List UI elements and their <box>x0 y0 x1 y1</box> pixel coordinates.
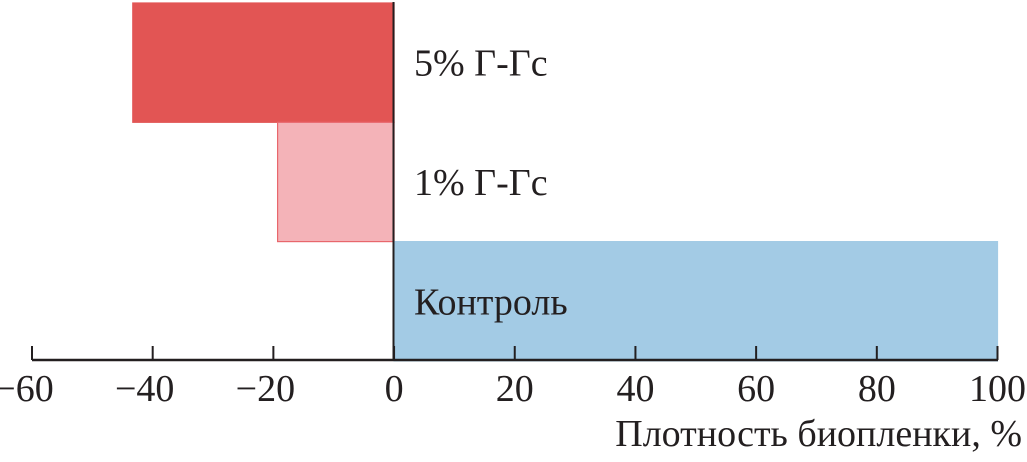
x-tick-label: −20 <box>236 368 295 410</box>
x-tick-label: 0 <box>385 368 404 410</box>
x-tick-label: −40 <box>115 368 174 410</box>
x-tick-label: 80 <box>858 368 896 410</box>
bar-0 <box>132 2 395 123</box>
x-tick-label: 20 <box>496 368 534 410</box>
x-tick-label: −60 <box>0 368 54 410</box>
x-tick-label: 60 <box>737 368 775 410</box>
x-tick-label: 40 <box>616 368 654 410</box>
category-label: Контроль <box>414 281 568 323</box>
x-tick-label: 100 <box>969 368 1026 410</box>
x-axis-label: Плотность биопленки, % <box>615 413 1022 455</box>
category-label: 5% Г-Гс <box>414 43 548 85</box>
bar-2 <box>393 241 999 362</box>
bar-1 <box>276 121 395 243</box>
category-label: 1% Г-Гс <box>414 162 548 204</box>
